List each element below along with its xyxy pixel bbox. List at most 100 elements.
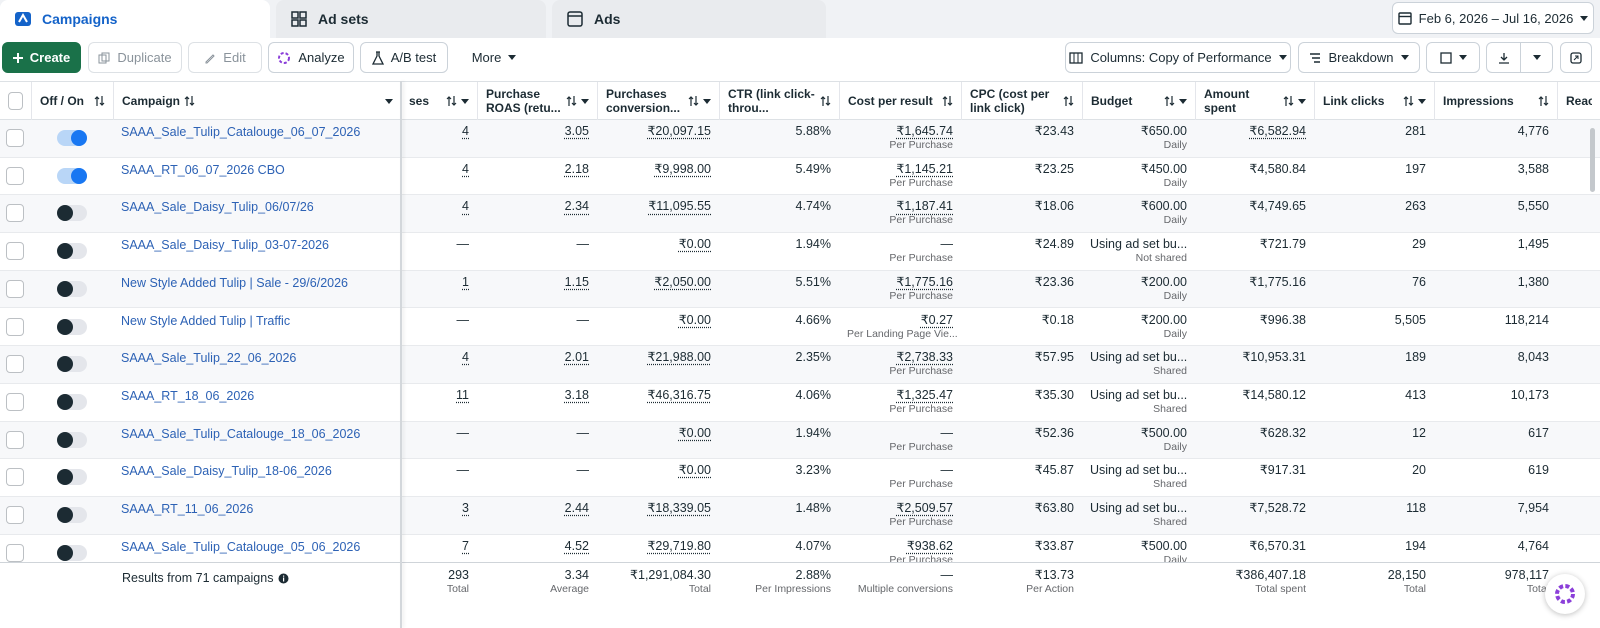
table-row[interactable]: SAAA_Sale_Daisy_Tulip_03-07-2026 — — ₹0.00 1… <box>0 233 1600 271</box>
tab[interactable]: Campaigns <box>0 0 270 38</box>
edit-button[interactable]: Edit <box>188 42 262 73</box>
checkbox[interactable] <box>8 92 23 110</box>
cell-value: ₹0.00 <box>678 463 711 478</box>
campaign-name[interactable]: New Style Added Tulip | Traffic <box>121 313 291 328</box>
data-cell: ₹10,953.31 <box>1195 346 1314 383</box>
toggle[interactable] <box>57 205 87 222</box>
table-row[interactable]: SAAA_Sale_Tulip_Catalouge_05_06_2026 7 4.5… <box>0 534 1600 562</box>
table-row[interactable]: SAAA_Sale_Daisy_Tulip_06/07/26 4 2.34 ₹11,0… <box>0 195 1600 234</box>
export-menu[interactable] <box>1520 42 1553 73</box>
checkbox[interactable] <box>6 279 24 298</box>
toggle[interactable] <box>57 356 87 373</box>
create-button[interactable]: Create <box>2 42 81 73</box>
button-label: Duplicate <box>117 50 172 65</box>
assistant-button[interactable] <box>1545 574 1585 614</box>
toggle[interactable] <box>57 243 87 260</box>
campaign-name[interactable]: SAAA_Sale_Tulip_Catalouge_06_07_2026 <box>121 125 361 139</box>
tab[interactable]: Ads <box>552 0 826 38</box>
header-cell[interactable]: Impressions <box>1434 82 1557 120</box>
checkbox[interactable] <box>6 543 24 562</box>
checkbox[interactable] <box>6 242 24 261</box>
campaign-name[interactable]: SAAA_RT_11_06_2026 <box>121 502 254 516</box>
header-cell[interactable]: Budget <box>1082 82 1195 120</box>
campaign-name[interactable]: SAAA_Sale_Daisy_Tulip_06/07/26 <box>121 200 314 215</box>
toggle[interactable] <box>57 167 87 184</box>
header-cell[interactable]: Reach <box>1557 82 1600 120</box>
checkbox[interactable] <box>6 468 24 487</box>
analyze-button[interactable]: Analyze <box>268 42 354 73</box>
cell-sublabel: Not shared <box>1135 252 1187 265</box>
columns-button[interactable]: Columns: Copy of Performance <box>1065 42 1291 73</box>
campaign-name[interactable]: SAAA_RT_06_07_2026 CBO <box>121 162 285 177</box>
table-row[interactable]: SAAA_RT_18_06_2026 11 3.18 ₹46,316.75 4.06% ₹… <box>0 383 1600 422</box>
table-row[interactable]: SAAA_RT_11_06_2026 3 2.44 ₹18,339.05 1.48% ₹2… <box>0 497 1600 535</box>
header-cell[interactable]: Off / On <box>31 82 113 120</box>
cell-value: 1.48% <box>795 501 831 515</box>
campaign-name[interactable]: SAAA_RT_18_06_2026 <box>121 388 255 403</box>
header-cell[interactable]: Purchases conversion... <box>597 82 719 120</box>
toggle[interactable] <box>57 431 87 448</box>
checkbox[interactable] <box>6 204 24 223</box>
duplicate-button[interactable]: Duplicate <box>88 42 182 73</box>
campaign-name[interactable]: New Style Added Tulip | Sale - 29/6/2026 <box>121 275 349 290</box>
toggle[interactable] <box>57 318 87 335</box>
campaign-name[interactable]: SAAA_Sale_Tulip_Catalouge_05_06_2026 <box>121 539 361 554</box>
checkbox[interactable] <box>6 355 24 374</box>
toggle[interactable] <box>57 469 87 486</box>
export-button[interactable] <box>1486 42 1521 73</box>
ab-test-button[interactable]: A/B test <box>360 42 448 73</box>
checkbox[interactable] <box>6 129 24 147</box>
campaign-name[interactable]: SAAA_Sale_Daisy_Tulip_03-07-2026 <box>121 238 330 253</box>
toggle[interactable] <box>57 130 87 146</box>
data-cell: 12 <box>1314 422 1434 459</box>
header-cell[interactable]: CPC (cost per link click) <box>961 82 1082 120</box>
cell-sublabel: Per Purchase <box>889 289 953 302</box>
campaign-name[interactable]: SAAA_Sale_Tulip_Catalouge_18_06_2026 <box>121 426 361 441</box>
checkbox[interactable] <box>6 166 24 185</box>
date-range[interactable]: Feb 6, 2026 – Jul 16, 2026 <box>1392 2 1594 34</box>
campaign-name[interactable]: SAAA_Sale_Tulip_22_06_2026 <box>121 351 297 366</box>
checkbox[interactable] <box>6 392 24 411</box>
data-cell: 2.34 <box>477 195 597 232</box>
header-cell[interactable]: Cost per result <box>839 82 961 120</box>
data-cell: ₹6,570.31 <box>1195 535 1314 562</box>
header-cell[interactable]: Campaign <box>113 82 401 120</box>
cell-sublabel: Daily <box>1163 289 1187 302</box>
table-row[interactable]: SAAA_RT_06_07_2026 CBO 4 2.18 ₹9,998.00 5.49… <box>0 157 1600 196</box>
breakdown-button[interactable]: Breakdown <box>1298 42 1420 73</box>
data-cell: — <box>401 309 477 346</box>
header-cell <box>0 82 31 120</box>
more-button[interactable]: More <box>456 42 532 73</box>
checkbox[interactable] <box>6 317 24 336</box>
reports-button[interactable] <box>1426 42 1480 73</box>
header-cell[interactable]: Purchase ROAS (retu... <box>477 82 597 120</box>
table-row[interactable]: New Style Added Tulip | Traffic — — ₹0.00 4.… <box>0 308 1600 347</box>
table-row[interactable]: SAAA_Sale_Tulip_Catalouge_06_07_2026 4 3.0… <box>0 120 1600 158</box>
tab[interactable]: Ad sets <box>276 0 546 38</box>
campaign-name[interactable]: SAAA_Sale_Daisy_Tulip_18-06_2026 <box>121 464 332 479</box>
header-cell[interactable]: Amount spent <box>1195 82 1314 120</box>
table-row[interactable]: SAAA_Sale_Tulip_Catalouge_18_06_2026 — — ₹0… <box>0 421 1600 460</box>
checkbox[interactable] <box>6 506 24 524</box>
cell-value: ₹18,339.05 <box>647 501 711 515</box>
table-row[interactable]: SAAA_Sale_Tulip_22_06_2026 4 2.01 ₹21,988.0… <box>0 346 1600 384</box>
checkbox[interactable] <box>6 430 24 449</box>
toggle[interactable] <box>57 393 87 410</box>
table-row[interactable]: SAAA_Sale_Daisy_Tulip_18-06_2026 — — ₹0.00 3… <box>0 459 1600 497</box>
cell-value: 1 <box>462 274 469 289</box>
table-row[interactable]: New Style Added Tulip | Sale - 29/6/2026… <box>0 270 1600 309</box>
cell-value: — <box>940 425 954 440</box>
button-label: Analyze <box>298 50 345 65</box>
expand-button[interactable] <box>1560 42 1592 73</box>
toggle[interactable] <box>57 507 87 523</box>
header-cell[interactable]: ses <box>401 82 477 120</box>
toggle[interactable] <box>57 280 87 297</box>
header-cell[interactable]: Link clicks <box>1314 82 1434 120</box>
data-cell: 4.74% <box>719 195 839 232</box>
cell-sublabel: Daily <box>1163 214 1187 227</box>
data-cell: — <box>401 459 477 496</box>
data-cell: 1,495 <box>1434 233 1557 270</box>
header-cell[interactable]: CTR (link click-throu... <box>719 82 839 120</box>
footer-cell: 2.88% Per Impressions <box>719 564 839 601</box>
toggle[interactable] <box>57 544 87 561</box>
